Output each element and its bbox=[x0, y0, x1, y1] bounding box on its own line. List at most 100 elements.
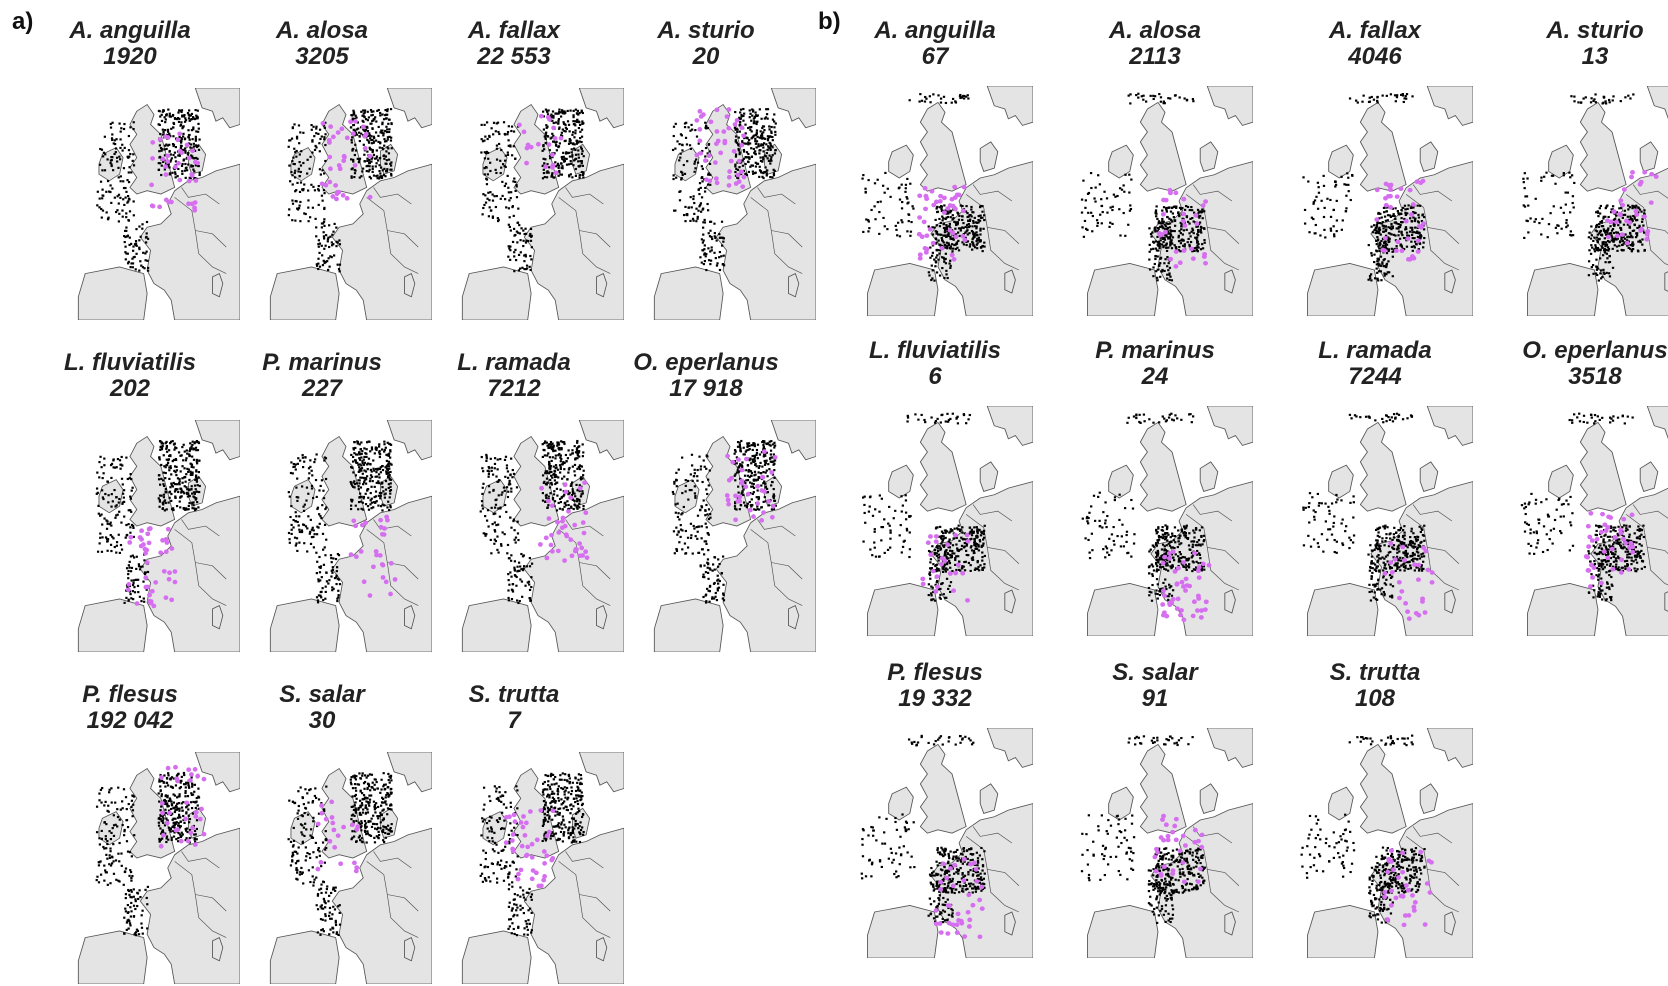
absence-point bbox=[322, 880, 326, 884]
absence-point bbox=[766, 108, 770, 111]
absence-point bbox=[364, 118, 368, 121]
absence-point bbox=[557, 164, 561, 167]
absence-point bbox=[563, 790, 566, 793]
absence-point bbox=[547, 495, 550, 498]
absence-point bbox=[566, 457, 570, 460]
absence-point bbox=[375, 835, 378, 838]
absence-point bbox=[755, 131, 758, 134]
absence-point bbox=[768, 125, 771, 128]
absence-point bbox=[519, 239, 522, 242]
absence-point bbox=[191, 793, 195, 796]
absence-point bbox=[371, 138, 374, 141]
absence-point bbox=[323, 172, 326, 175]
absence-point bbox=[169, 160, 172, 163]
absence-point bbox=[576, 507, 579, 510]
country-border bbox=[565, 851, 604, 869]
absence-point bbox=[770, 460, 773, 463]
absence-point bbox=[127, 171, 130, 174]
absence-point bbox=[291, 854, 294, 857]
absence-point bbox=[117, 501, 120, 504]
absence-point bbox=[163, 465, 166, 468]
absence-point bbox=[322, 497, 326, 500]
absence-point bbox=[145, 588, 148, 591]
absence-point bbox=[186, 467, 189, 470]
absence-point bbox=[741, 140, 744, 143]
absence-point bbox=[710, 597, 714, 600]
absence-point bbox=[752, 478, 755, 481]
absence-point bbox=[387, 500, 390, 503]
absence-point bbox=[101, 496, 105, 499]
absence-point bbox=[371, 149, 374, 152]
presence-point bbox=[352, 860, 357, 866]
absence-point bbox=[106, 179, 110, 183]
absence-point bbox=[488, 206, 491, 209]
absence-point bbox=[487, 191, 490, 194]
absence-point bbox=[718, 250, 722, 254]
absence-point bbox=[115, 210, 118, 214]
absence-point bbox=[545, 483, 548, 486]
absence-point bbox=[136, 584, 140, 587]
absence-point bbox=[500, 544, 503, 547]
absence-point bbox=[330, 575, 333, 578]
absence-point bbox=[171, 785, 174, 789]
absence-point bbox=[333, 222, 336, 226]
absence-point bbox=[554, 832, 558, 835]
absence-point bbox=[542, 145, 545, 148]
absence-point bbox=[552, 493, 556, 496]
absence-point bbox=[370, 773, 374, 776]
country-border bbox=[386, 562, 419, 606]
absence-point bbox=[324, 830, 327, 833]
presence-point bbox=[726, 501, 732, 507]
absence-point bbox=[571, 832, 574, 835]
absence-point bbox=[384, 129, 387, 133]
absence-point bbox=[486, 137, 489, 141]
absence-point bbox=[362, 109, 365, 112]
absence-point bbox=[321, 841, 325, 844]
absence-point bbox=[763, 496, 766, 499]
absence-point bbox=[352, 160, 355, 163]
absence-point bbox=[563, 129, 566, 133]
absence-point bbox=[180, 834, 183, 837]
absence-point bbox=[135, 228, 138, 231]
absence-point bbox=[157, 824, 161, 827]
presence-point bbox=[549, 549, 555, 554]
absence-point bbox=[562, 461, 565, 464]
absence-point bbox=[134, 898, 137, 901]
absence-point bbox=[721, 236, 724, 239]
absence-point bbox=[388, 794, 391, 797]
absence-point bbox=[549, 802, 552, 805]
absence-point bbox=[297, 457, 300, 460]
absence-point bbox=[389, 774, 393, 777]
absence-point bbox=[733, 505, 737, 508]
absence-point bbox=[326, 240, 329, 243]
absence-point bbox=[367, 802, 370, 805]
absence-point bbox=[185, 169, 189, 172]
absence-point bbox=[559, 454, 562, 457]
absence-point bbox=[315, 125, 318, 128]
absence-point bbox=[108, 863, 111, 866]
absence-point bbox=[197, 441, 200, 444]
absence-point bbox=[171, 818, 174, 821]
absence-point bbox=[390, 168, 393, 171]
absence-point bbox=[766, 475, 769, 478]
absence-point bbox=[708, 235, 712, 238]
absence-point bbox=[122, 167, 126, 170]
absence-point bbox=[705, 252, 708, 256]
absence-point bbox=[383, 504, 386, 507]
absence-point bbox=[367, 170, 370, 173]
absence-point bbox=[110, 787, 113, 790]
absence-point bbox=[123, 830, 126, 833]
absence-point bbox=[165, 463, 168, 467]
absence-point bbox=[707, 478, 710, 481]
absence-point bbox=[752, 172, 755, 175]
absence-point bbox=[300, 866, 303, 870]
absence-point bbox=[317, 848, 320, 852]
absence-point bbox=[699, 202, 703, 205]
absence-point bbox=[368, 146, 371, 149]
absence-point bbox=[315, 904, 318, 907]
absence-point bbox=[707, 508, 711, 511]
absence-point bbox=[126, 850, 130, 853]
absence-point bbox=[114, 147, 118, 150]
absence-point bbox=[681, 173, 684, 177]
absence-point bbox=[146, 570, 150, 574]
